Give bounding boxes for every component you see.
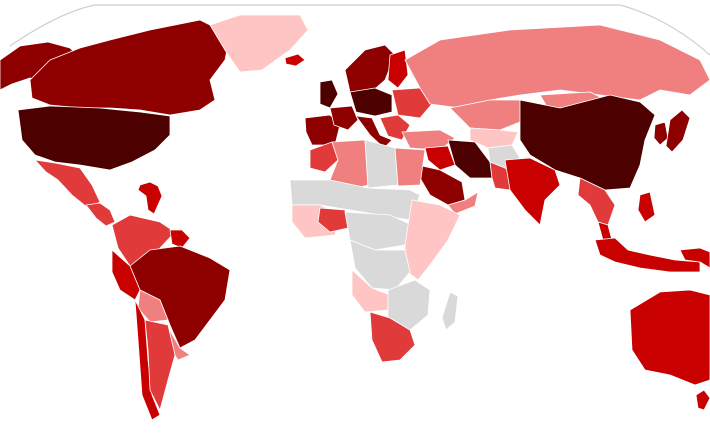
colombia-venezuela [111, 214, 176, 267]
papua-new-guinea [679, 247, 710, 269]
iceland [284, 53, 306, 67]
argentina [144, 319, 176, 411]
congo [349, 239, 411, 291]
united-states [17, 105, 171, 171]
bolivia [137, 289, 169, 323]
finland [387, 49, 409, 89]
new-zealand [695, 389, 710, 411]
guianas [169, 229, 191, 249]
japan [665, 109, 691, 153]
united-kingdom [319, 79, 339, 109]
india [504, 157, 561, 226]
caribbean [137, 181, 163, 215]
iraq-syria [424, 145, 456, 171]
korea [653, 121, 669, 146]
france [329, 105, 359, 131]
central-europe [349, 87, 393, 117]
canada [29, 19, 231, 116]
nigeria [317, 207, 349, 233]
saudi-arabia [417, 164, 466, 206]
italy [355, 115, 393, 149]
mexico [34, 159, 101, 209]
libya [364, 139, 399, 189]
eastern-europe [391, 87, 433, 119]
south-africa [369, 311, 416, 363]
morocco [309, 141, 339, 173]
china [519, 94, 656, 191]
egypt [394, 147, 426, 187]
greenland [209, 14, 309, 73]
australia [629, 289, 710, 386]
philippines [637, 191, 656, 223]
central-america [85, 202, 116, 227]
madagascar [441, 291, 459, 331]
indonesia [594, 237, 701, 273]
east-africa [404, 199, 461, 281]
map-frame-outline [9, 4, 710, 56]
norway-sweden [344, 44, 396, 96]
turkey [401, 129, 456, 151]
